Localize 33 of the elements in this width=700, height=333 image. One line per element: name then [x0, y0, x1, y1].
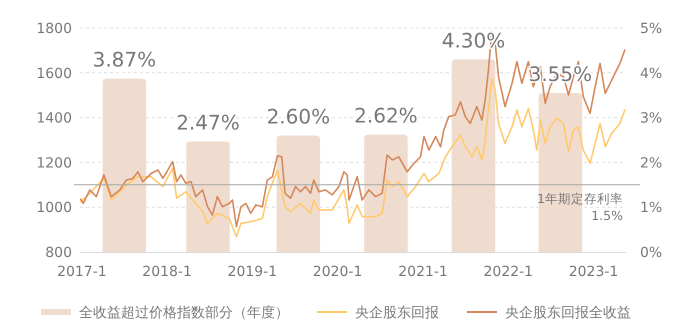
y-tick-label: 1600	[36, 66, 72, 82]
y-tick-label: 1400	[36, 110, 72, 127]
bar	[538, 92, 582, 252]
x-tick-label: 2019-1	[228, 264, 278, 280]
bar	[364, 134, 408, 252]
data-label: 3.87%	[92, 48, 156, 72]
y-tick-label: 1200	[36, 155, 72, 172]
data-label: 2.47%	[176, 110, 240, 134]
bar	[276, 136, 320, 252]
x-tick-label: 2017-1	[57, 264, 107, 280]
y2-tick-label: 4%	[640, 66, 662, 82]
y-tick-label: 1800	[36, 21, 72, 37]
x-tick-label: 2021-1	[398, 264, 448, 280]
y-tick-label: 1000	[36, 200, 72, 216]
ref-line-label: 1年期定存利率 1.5%	[537, 190, 624, 223]
y2-tick-label: 0%	[640, 245, 662, 261]
x-tick-label: 2023-1	[568, 264, 618, 280]
x-tick-label: 2022-1	[484, 264, 534, 280]
legend-label: 央企股东回报全收益	[505, 305, 631, 321]
y2-tick-label: 2%	[640, 155, 662, 172]
x-tick-label: 2018-1	[142, 264, 192, 280]
y2-tick-label: 5%	[640, 21, 662, 37]
bar	[186, 141, 230, 252]
legend-label: 全收益超过价格指数部分（年度）	[79, 305, 289, 321]
legend-label: 央企股东回报	[355, 305, 439, 321]
bar	[452, 59, 496, 252]
y-tick-label: 800	[45, 245, 72, 261]
data-label: 2.60%	[266, 104, 330, 129]
data-label: 2.62%	[354, 104, 418, 128]
y2-tick-label: 1%	[640, 200, 662, 216]
x-tick-label: 2020-1	[312, 264, 362, 280]
y2-tick-label: 3%	[640, 110, 662, 127]
bar	[102, 78, 146, 252]
